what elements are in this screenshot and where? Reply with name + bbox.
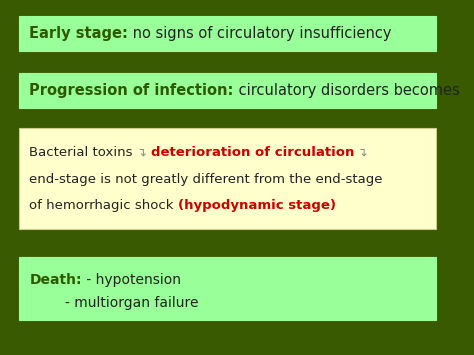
Text: Death:: Death: xyxy=(29,273,82,288)
Text: - hypotension: - hypotension xyxy=(82,273,181,288)
Text: (hypodynamic stage): (hypodynamic stage) xyxy=(178,200,336,212)
FancyBboxPatch shape xyxy=(19,16,436,51)
Text: circulatory disorders becomes: circulatory disorders becomes xyxy=(234,83,459,98)
Text: end-stage is not greatly different from the end-stage: end-stage is not greatly different from … xyxy=(29,173,383,186)
Text: Bacterial toxins: Bacterial toxins xyxy=(29,146,137,159)
Text: Progression of infection:: Progression of infection: xyxy=(29,83,234,98)
Text: Early stage:: Early stage: xyxy=(29,26,128,41)
FancyBboxPatch shape xyxy=(19,73,436,108)
Text: no signs of circulatory insufficiency: no signs of circulatory insufficiency xyxy=(128,26,392,41)
Text: ↴: ↴ xyxy=(137,146,151,159)
Text: - multiorgan failure: - multiorgan failure xyxy=(65,296,199,310)
Text: of hemorrhagic shock: of hemorrhagic shock xyxy=(29,200,178,212)
FancyBboxPatch shape xyxy=(19,257,436,320)
Text: deterioration of circulation: deterioration of circulation xyxy=(151,146,354,159)
FancyBboxPatch shape xyxy=(19,128,436,229)
Text: ↴: ↴ xyxy=(354,146,368,159)
